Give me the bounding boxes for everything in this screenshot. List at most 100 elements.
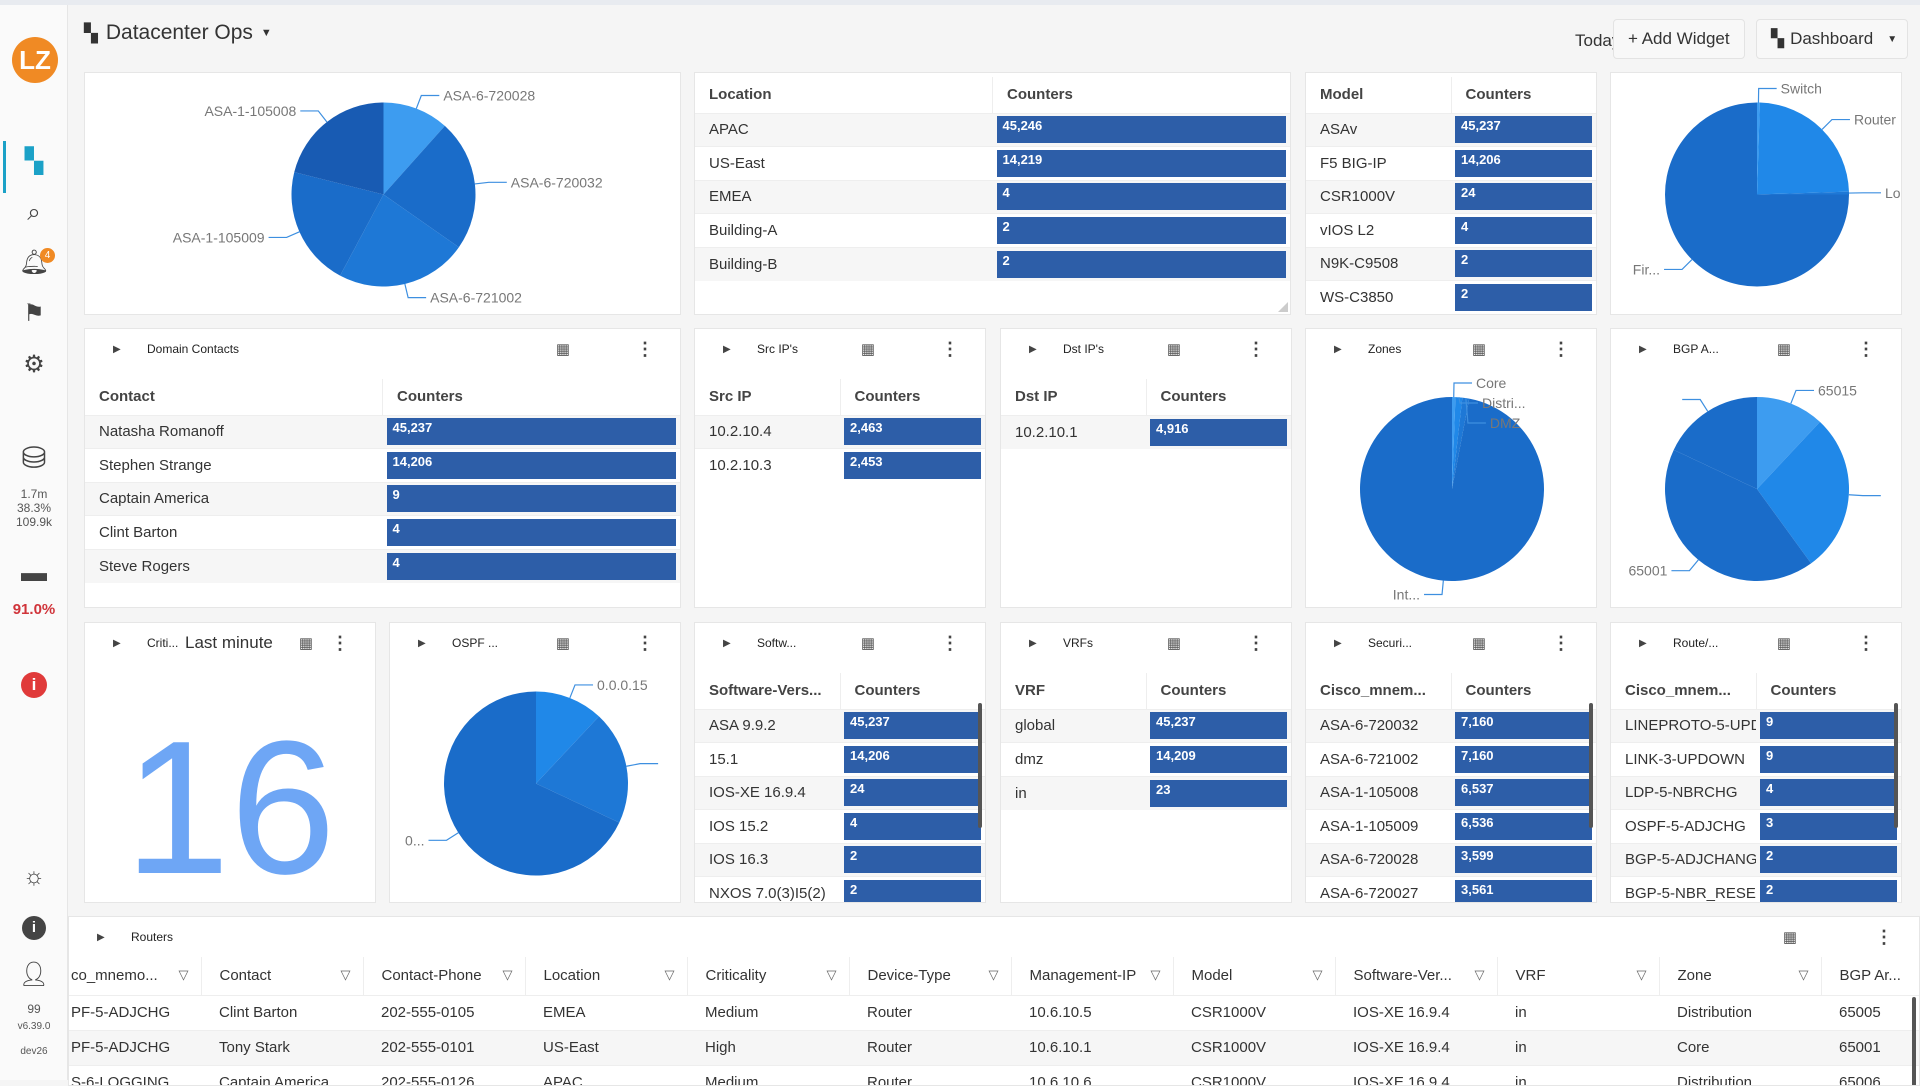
column-header[interactable]: Device-Type▽	[849, 957, 1011, 995]
filter-icon[interactable]: ▽	[1313, 967, 1323, 983]
flag-icon[interactable]: ⚑	[0, 299, 68, 328]
filter-icon[interactable]: ▽	[1475, 967, 1485, 983]
calendar-icon[interactable]: ▦	[556, 340, 570, 358]
scrollbar[interactable]	[1912, 997, 1916, 1086]
more-menu-icon[interactable]: ⋮	[1857, 633, 1875, 654]
column-header[interactable]: Cisco_mnem...	[1306, 673, 1451, 709]
theme-sun-icon[interactable]: ☼	[0, 863, 68, 891]
expand-icon[interactable]: ▶	[1029, 638, 1037, 649]
column-header[interactable]: Counters	[840, 673, 985, 709]
column-header[interactable]: Model	[1306, 77, 1451, 113]
column-header[interactable]: co_mnemo...▽	[69, 957, 201, 995]
info-icon[interactable]: i	[0, 911, 68, 940]
filter-icon[interactable]: ▽	[341, 967, 351, 983]
expand-icon[interactable]: ▶	[113, 638, 121, 649]
bell-icon[interactable]: 🔔︎	[0, 248, 68, 277]
calendar-icon[interactable]: ▦	[1783, 928, 1797, 946]
column-header[interactable]: Management-IP▽	[1011, 957, 1173, 995]
expand-icon[interactable]: ▶	[1334, 638, 1342, 649]
column-header[interactable]: Src IP	[695, 379, 840, 415]
calendar-icon[interactable]: ▦	[861, 340, 875, 358]
calendar-icon[interactable]: ▦	[1472, 634, 1486, 652]
filter-icon[interactable]: ▽	[179, 967, 189, 983]
time-range-label[interactable]: Last minute	[185, 633, 273, 653]
filter-icon[interactable]: ▽	[503, 967, 513, 983]
column-header[interactable]: Location	[695, 77, 993, 113]
filter-icon[interactable]: ▽	[1799, 967, 1809, 983]
database-icon[interactable]: ⛁	[0, 441, 68, 476]
more-menu-icon[interactable]: ⋮	[941, 633, 959, 654]
column-header[interactable]: Counters	[1451, 673, 1596, 709]
gear-icon[interactable]: ⚙	[0, 350, 68, 379]
column-header[interactable]: Dst IP	[1001, 379, 1146, 415]
add-widget-button[interactable]: + Add Widget	[1613, 19, 1745, 59]
column-header[interactable]: Counters	[840, 379, 985, 415]
column-header[interactable]: Counters	[1146, 379, 1291, 415]
column-header[interactable]: Cisco_mnem...	[1611, 673, 1756, 709]
calendar-icon[interactable]: ▦	[1167, 340, 1181, 358]
column-header[interactable]: Contact	[85, 379, 383, 415]
column-header[interactable]: Software-Ver...▽	[1335, 957, 1497, 995]
scrollbar[interactable]	[978, 703, 982, 828]
calendar-icon[interactable]: ▦	[861, 634, 875, 652]
column-header[interactable]: Contact▽	[201, 957, 363, 995]
expand-icon[interactable]: ▶	[113, 344, 121, 355]
dashboard-icon[interactable]: ▚	[0, 147, 68, 176]
expand-icon[interactable]: ▶	[723, 638, 731, 649]
expand-icon[interactable]: ▶	[1029, 344, 1037, 355]
column-header[interactable]: VRF▽	[1497, 957, 1659, 995]
column-header[interactable]: Software-Vers...	[695, 673, 840, 709]
search-icon[interactable]: ⌕	[0, 199, 68, 227]
column-header[interactable]: Counters	[1756, 673, 1901, 709]
column-header[interactable]: Location▽	[525, 957, 687, 995]
column-header[interactable]: Criticality▽	[687, 957, 849, 995]
column-header[interactable]: Zone▽	[1659, 957, 1821, 995]
more-menu-icon[interactable]: ⋮	[636, 339, 654, 360]
filter-icon[interactable]: ▽	[827, 967, 837, 983]
resize-handle[interactable]	[1278, 302, 1288, 312]
expand-icon[interactable]: ▶	[97, 932, 105, 943]
filter-icon[interactable]: ▽	[665, 967, 675, 983]
more-menu-icon[interactable]: ⋮	[1875, 927, 1893, 948]
dashboard-menu-button[interactable]: ▚ Dashboard ▼	[1756, 19, 1908, 59]
column-header[interactable]: Counters	[1451, 77, 1596, 113]
column-header[interactable]: Counters	[993, 77, 1291, 113]
pie-slice[interactable]	[1757, 103, 1849, 195]
more-menu-icon[interactable]: ⋮	[941, 339, 959, 360]
